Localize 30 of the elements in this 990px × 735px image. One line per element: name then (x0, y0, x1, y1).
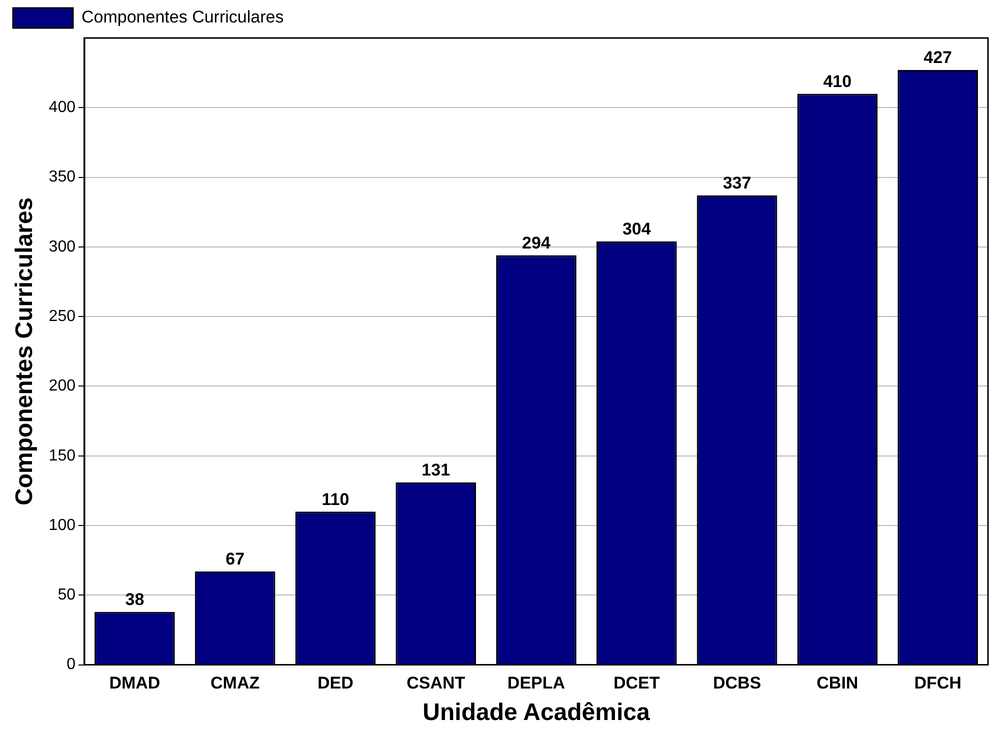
x-tick-label: DEPLA (507, 674, 566, 693)
y-tick-label: 350 (48, 168, 76, 186)
data-label: 38 (125, 590, 144, 610)
data-label: 131 (422, 460, 450, 480)
data-label: 410 (823, 72, 852, 91)
data-label: 337 (722, 174, 752, 193)
x-tick-label: DCBS (712, 674, 762, 693)
x-tick-label: CBIN (816, 674, 858, 693)
y-tick-label: 100 (48, 516, 76, 534)
y-tick-label: 400 (48, 99, 76, 116)
y-tick-label: 200 (48, 378, 76, 395)
x-axis-title: Unidade Acadêmica (422, 699, 650, 726)
data-label: 294 (522, 233, 551, 252)
data-label: 304 (622, 220, 652, 239)
data-label: 110 (322, 490, 350, 509)
y-tick-label: 0 (66, 656, 76, 674)
x-tick-label: DCET (613, 674, 660, 693)
x-tick-label: CSANT (406, 674, 466, 693)
y-tick-label: 250 (48, 308, 76, 325)
data-label: 67 (226, 550, 245, 569)
y-tick-label: 300 (48, 238, 76, 256)
legend-label: Componentes Curriculares (82, 8, 284, 27)
x-tick-label: DFCH (914, 674, 962, 693)
x-tick-label: DMAD (109, 674, 160, 693)
y-axis-title: Componentes Curriculares (11, 197, 38, 506)
y-tick-label: 50 (58, 586, 76, 604)
data-label: 427 (924, 48, 952, 68)
y-tick-label: 150 (48, 447, 76, 464)
x-tick-label: DED (318, 674, 354, 693)
x-tick-label: CMAZ (210, 674, 260, 693)
